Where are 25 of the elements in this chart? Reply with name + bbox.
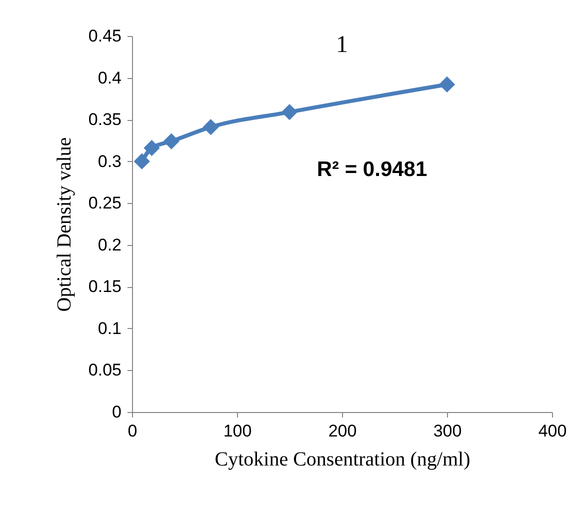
y-tick-label: 0.1 [98,318,122,338]
y-tick-label: 0.35 [88,110,122,130]
y-tick-label: 0.2 [98,235,122,254]
y-tick-label: 0.45 [88,26,122,46]
y-axis-title: Optical Density value [53,137,76,312]
point [134,153,150,170]
y-tick-label: 0.3 [98,152,122,171]
y-tick-label: 0.25 [88,194,122,213]
chart-title: 1 [336,32,348,58]
x-tick-label: 300 [433,422,462,440]
x-tick-label: 400 [538,422,567,440]
point [438,76,456,93]
x-tick-label: 0 [128,422,138,440]
point [144,140,160,156]
point [281,104,298,120]
y-tick-label: 0.05 [88,360,122,380]
annotation: R² = 0.9481 [316,158,428,181]
y-tick-label: 0.15 [88,277,122,296]
point [202,119,219,136]
point [163,133,180,150]
x-tick-label: 100 [223,422,252,440]
x-axis-title: Cytokine Consentration (ng/ml) [214,448,470,470]
x-tick-label: 200 [328,422,357,440]
y-tick-label: 0.4 [98,68,122,88]
y-tick-label: 0 [112,402,122,422]
